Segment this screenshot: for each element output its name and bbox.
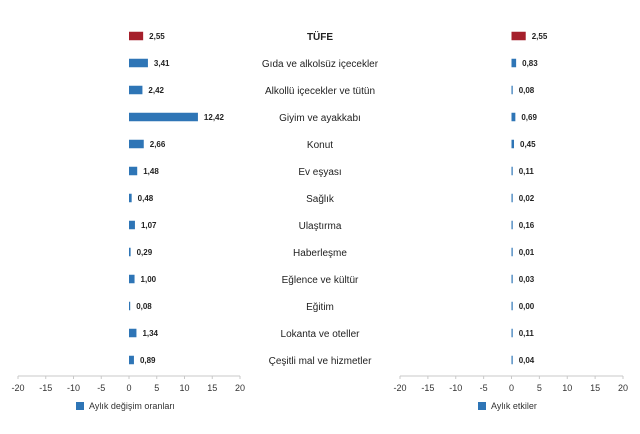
bar-left (129, 274, 135, 284)
bar-left (129, 193, 132, 203)
bar-left (129, 220, 135, 230)
category-label: Ev eşyası (298, 167, 341, 178)
x-tick-label-left: 10 (179, 383, 189, 393)
bar-left (129, 247, 131, 257)
x-tick-label-right: 15 (590, 383, 600, 393)
bar-right (511, 220, 513, 230)
x-tick-label-left: -20 (11, 383, 24, 393)
bar-left (129, 58, 148, 68)
data-label-right: 0,45 (520, 140, 536, 149)
data-label-right: 0,03 (519, 275, 535, 284)
category-label: Eğitim (306, 302, 334, 313)
legend-label-right: Aylık etkiler (491, 401, 537, 411)
bar-right (511, 31, 526, 41)
data-label-left: 2,42 (148, 86, 164, 95)
legend-swatch-right (478, 402, 486, 410)
data-label-right: 2,55 (532, 32, 548, 41)
bar-right (511, 274, 513, 284)
data-label-right: 0,69 (521, 113, 537, 122)
bar-right (511, 355, 513, 365)
x-tick-label-right: -5 (480, 383, 488, 393)
x-tick-label-left: 5 (154, 383, 159, 393)
data-label-left: 2,55 (149, 32, 165, 41)
x-tick-label-right: -20 (393, 383, 406, 393)
bar-left (129, 31, 144, 41)
data-label-left: 0,08 (136, 302, 152, 311)
legend-label-left: Aylık değişim oranları (89, 401, 175, 411)
data-label-left: 12,42 (204, 113, 225, 122)
bar-right (511, 301, 513, 311)
bar-left (129, 328, 137, 338)
bar-left (129, 139, 144, 149)
data-label-right: 0,08 (519, 86, 535, 95)
data-label-left: 0,29 (137, 248, 153, 257)
bar-left (129, 355, 134, 365)
x-tick-label-left: -10 (67, 383, 80, 393)
x-tick-label-left: -5 (97, 383, 105, 393)
category-label: Haberleşme (293, 248, 347, 259)
bar-right (511, 193, 513, 203)
bar-left (129, 166, 138, 176)
x-tick-label-right: 10 (562, 383, 572, 393)
data-label-right: 0,11 (519, 167, 535, 176)
data-label-left: 3,41 (154, 59, 170, 68)
data-label-right: 0,02 (519, 194, 535, 203)
x-tick-label-left: 15 (207, 383, 217, 393)
category-label: Çeşitli mal ve hizmetler (269, 356, 372, 367)
data-label-left: 0,89 (140, 356, 156, 365)
category-label: TÜFE (307, 30, 333, 43)
data-label-left: 0,48 (138, 194, 154, 203)
data-label-left: 1,48 (143, 167, 159, 176)
bar-right (511, 247, 513, 257)
category-label: Sağlık (306, 194, 335, 205)
legend-swatch-left (76, 402, 84, 410)
data-label-right: 0,01 (519, 248, 535, 257)
bar-right (511, 139, 515, 149)
bar-right (511, 112, 516, 122)
category-label: Konut (307, 140, 333, 151)
x-tick-label-left: 0 (126, 383, 131, 393)
x-tick-label-right: -10 (449, 383, 462, 393)
category-label: Eğlence ve kültür (282, 275, 359, 286)
x-tick-label-left: -15 (39, 383, 52, 393)
bar-right (511, 58, 517, 68)
bar-left (129, 112, 198, 122)
bar-left (129, 301, 131, 311)
bar-right (511, 166, 513, 176)
x-tick-label-right: 5 (537, 383, 542, 393)
category-label: Giyim ve ayakkabı (279, 113, 361, 124)
bar-left (129, 85, 143, 95)
data-label-left: 2,66 (150, 140, 166, 149)
category-label: Gıda ve alkolsüz içecekler (262, 59, 379, 70)
x-tick-label-right: 0 (509, 383, 514, 393)
data-label-right: 0,11 (519, 329, 535, 338)
category-label: Alkollü içecekler ve tütün (265, 86, 375, 97)
data-label-right: 0,83 (522, 59, 538, 68)
data-label-left: 1,34 (142, 329, 158, 338)
data-label-left: 1,00 (141, 275, 157, 284)
data-label-left: 1,07 (141, 221, 157, 230)
category-label: Ulaştırma (299, 221, 342, 232)
x-tick-label-right: 20 (618, 383, 628, 393)
data-label-right: 0,16 (519, 221, 535, 230)
x-tick-label-right: -15 (421, 383, 434, 393)
data-label-right: 0,04 (519, 356, 535, 365)
data-label-right: 0,00 (519, 302, 535, 311)
category-label: Lokanta ve oteller (281, 329, 361, 340)
x-tick-label-left: 20 (235, 383, 245, 393)
bar-right (511, 328, 513, 338)
bar-right (511, 85, 513, 95)
